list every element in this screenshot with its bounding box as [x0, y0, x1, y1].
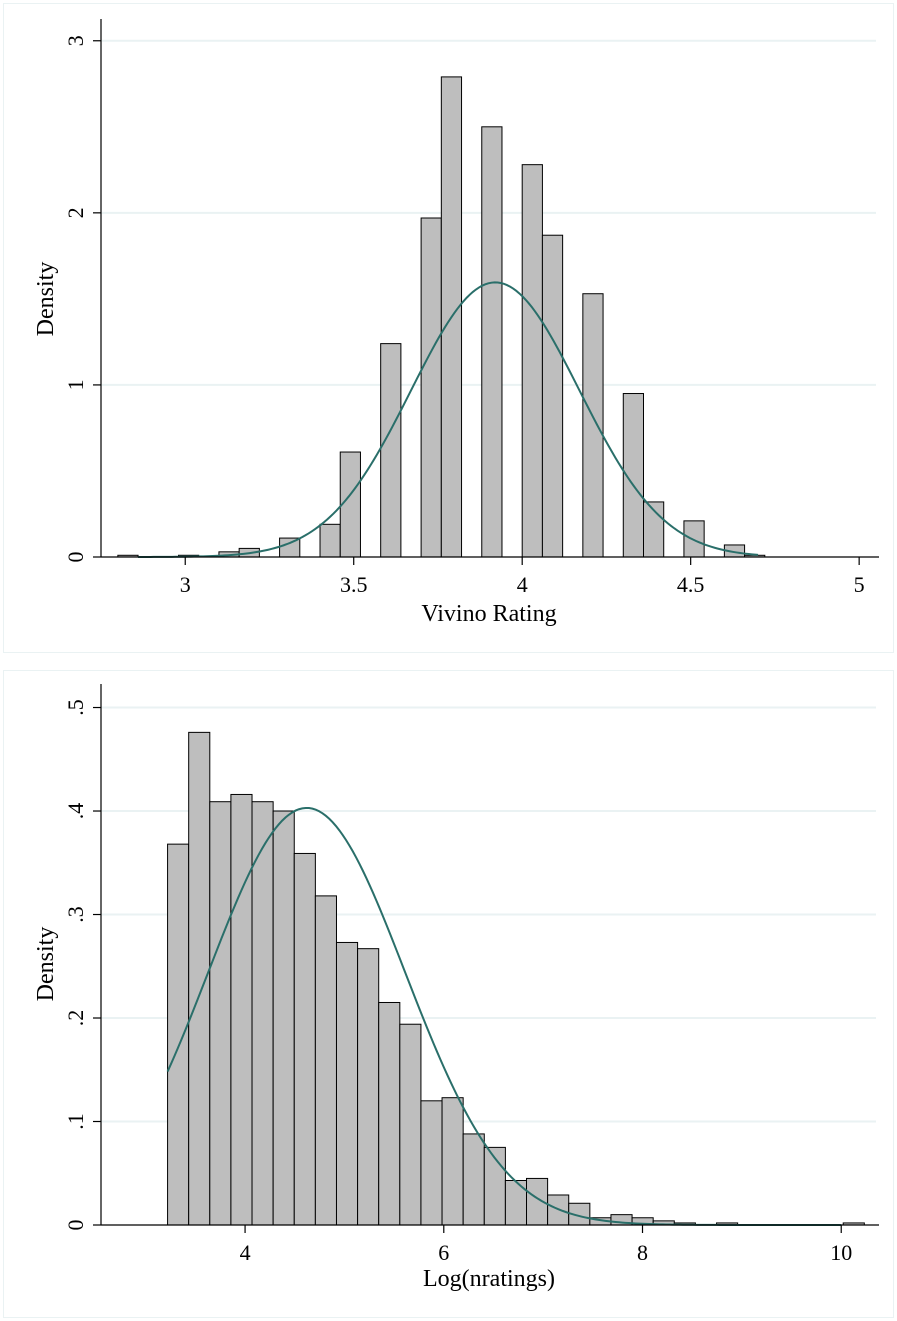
x-tick-label: 4	[240, 1240, 251, 1265]
nratings-histogram-panel: 0 .1 .2 .3 .4 .5 4 6 8 10 Log(nratings) Density	[3, 670, 894, 1318]
y-tick-label: .4	[63, 803, 88, 820]
y-axis-title: Density	[33, 262, 59, 337]
x-tick-label: 6	[438, 1240, 449, 1265]
histogram-bar	[357, 948, 380, 1226]
rating-histogram-chart: 0 1 2 3 3 3.5 4 4.5 5 Vivino Rating Density	[33, 19, 879, 627]
normal-density-curve	[138, 281, 759, 558]
histogram-bar	[251, 801, 274, 1226]
x-axis-title: Vivino Rating	[421, 601, 556, 627]
histogram-bar	[314, 895, 337, 1226]
y-tick-label: 0	[63, 552, 88, 563]
histogram-bar	[209, 801, 232, 1226]
histogram-bar	[420, 1100, 443, 1226]
histogram-bar	[272, 810, 295, 1226]
x-tick-label: 3	[180, 572, 191, 597]
rating-histogram-panel: 0 1 2 3 3 3.5 4 4.5 5 Vivino Rating Density	[3, 3, 894, 653]
x-tick-label: 4	[517, 572, 528, 597]
x-tick-label: 3.5	[340, 572, 368, 597]
histogram-bar	[420, 217, 442, 558]
histogram-bar	[167, 843, 190, 1226]
histogram-bar	[481, 126, 503, 558]
y-tick-label: .3	[63, 906, 88, 923]
y-tick-label: .5	[63, 699, 88, 716]
y-tick-label: .2	[63, 1010, 88, 1027]
x-tick-label: 10	[830, 1240, 852, 1265]
y-tick-label: .1	[63, 1113, 88, 1130]
y-tick-label: 1	[63, 379, 88, 390]
histogram-bar	[293, 852, 316, 1226]
x-axis-title: Log(nratings)	[423, 1266, 555, 1292]
histogram-bar	[541, 234, 564, 558]
x-tick-label: 8	[637, 1240, 648, 1265]
histogram-bar	[521, 164, 543, 558]
histogram-bar	[378, 1001, 401, 1226]
y-tick-label: 0	[63, 1220, 88, 1231]
histogram-bar	[399, 1023, 422, 1226]
histogram-bar	[462, 1133, 485, 1226]
x-tick-label: 5	[854, 572, 865, 597]
x-tick-label: 4.5	[677, 572, 705, 597]
histogram-bar	[319, 523, 341, 558]
histogram-bar	[441, 1097, 464, 1226]
y-tick-label: 3	[63, 35, 88, 46]
nratings-histogram-chart: 0 .1 .2 .3 .4 .5 4 6 8 10 Log(nratings) Density	[33, 684, 879, 1292]
histogram-bar	[230, 793, 253, 1226]
y-axis-title: Density	[33, 927, 59, 1002]
y-tick-label: 2	[63, 207, 88, 218]
histogram-bar	[335, 941, 359, 1226]
histogram-bar	[582, 293, 604, 558]
histogram-bar	[380, 343, 402, 558]
